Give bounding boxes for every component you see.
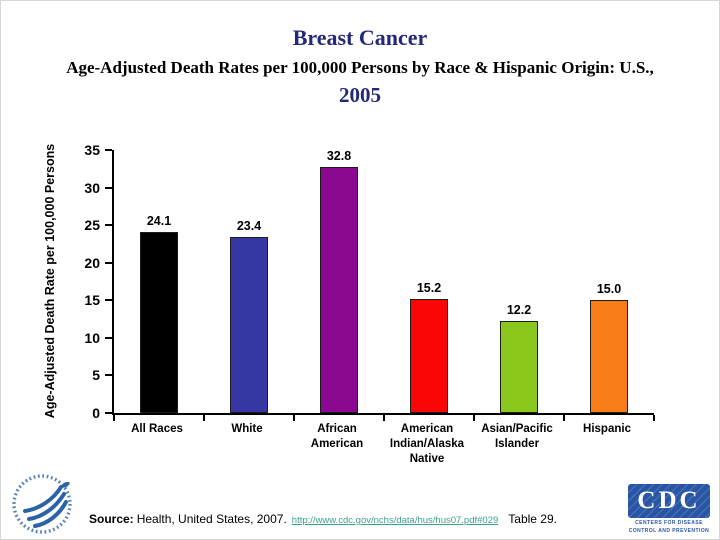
x-category-label: Asian/Pacific Islander (481, 423, 553, 450)
source-text: Health, United States, 2007. (136, 512, 287, 526)
bar (410, 299, 448, 413)
y-tick-label: 5 (92, 367, 100, 384)
bar-value-label: 15.2 (416, 281, 442, 295)
bar-value-label: 32.8 (326, 149, 352, 163)
cdc-logo: CDC CENTERS FOR DISEASE CONTROL AND PREV… (628, 484, 710, 535)
source-link[interactable]: http://www.cdc.gov/nchs/data/hus/hus07.p… (291, 515, 499, 526)
source-line: Source: Health, United States, 2007. http:… (89, 512, 557, 526)
y-tick-label: 10 (84, 329, 100, 346)
x-tick-mark (653, 415, 655, 421)
bar (500, 321, 538, 413)
y-tick-mark (105, 374, 112, 377)
bar (140, 232, 178, 413)
x-tick-mark (563, 415, 565, 421)
y-tick-mark (105, 299, 112, 302)
bar-value-label: 24.1 (146, 214, 172, 228)
y-tick-mark (105, 412, 112, 414)
y-axis-title: Age-Adjusted Death Rate per 100,000 Pers… (43, 143, 57, 419)
x-tick-mark (293, 415, 295, 421)
cdc-caption-line1: CENTERS FOR DISEASE (635, 520, 703, 526)
source-table-ref: Table 29. (508, 512, 557, 526)
bar-column: 23.4 (204, 150, 294, 413)
slide-title-block: Breast Cancer Age-Adjusted Death Rates p… (1, 25, 719, 108)
bar-value-label: 23.4 (236, 219, 262, 233)
y-tick-label: 0 (92, 405, 100, 421)
cdc-caption-line2: CONTROL AND PREVENTION (628, 527, 710, 534)
x-tick-mark (473, 415, 475, 421)
y-tick-mark (105, 186, 112, 189)
y-tick-mark (105, 261, 112, 264)
x-category-label: Hispanic (583, 423, 631, 435)
x-category-label: White (231, 423, 263, 435)
bar (230, 237, 268, 413)
x-tick-mark (113, 415, 115, 421)
bar-column: 15.0 (564, 150, 654, 413)
bar-value-label: 12.2 (506, 303, 532, 317)
y-tick-mark (105, 224, 112, 227)
x-category-label: African American (310, 423, 364, 450)
hhs-eagle-logo (12, 474, 72, 534)
bar-column: 32.8 (294, 149, 384, 413)
x-category-label: American Indian/Alaska Native (389, 423, 465, 465)
page-subtitle: Age-Adjusted Death Rates per 100,000 Per… (66, 58, 654, 77)
x-category-label: All Races (131, 423, 183, 435)
x-tick-mark (383, 415, 385, 421)
cdc-logo-caption: CENTERS FOR DISEASE CONTROL AND PREVENTI… (628, 520, 710, 535)
source-label: Source: (89, 512, 134, 526)
page-title: Breast Cancer (292, 25, 428, 50)
y-tick-mark (105, 149, 112, 151)
bar-column: 24.1 (114, 150, 204, 413)
bar-column: 12.2 (474, 150, 564, 413)
bar (320, 167, 358, 413)
page-title-year: 2005 (339, 83, 381, 107)
y-tick-label: 30 (84, 179, 100, 196)
y-tick-label: 15 (84, 292, 100, 309)
plot-area: 0 5 10 15 20 25 30 35 24.1 23.4 32.8 15.2 12.2 15.0 (84, 142, 655, 421)
x-axis-labels: All Races White African American American Ind… (112, 422, 652, 467)
bar-column: 15.2 (384, 150, 474, 413)
y-tick-label: 35 (84, 142, 100, 158)
cdc-logo-letters: CDC (628, 484, 710, 518)
y-tick-mark (105, 336, 112, 339)
x-tick-mark (203, 415, 205, 421)
bar-value-label: 15.0 (596, 282, 622, 296)
y-tick-label: 25 (84, 217, 100, 234)
bar (590, 300, 628, 413)
y-tick-label: 20 (84, 254, 100, 271)
